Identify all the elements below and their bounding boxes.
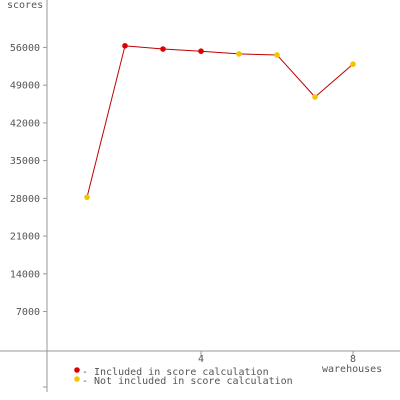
data-point (160, 46, 166, 52)
y-tick-label: 14000 (10, 269, 40, 280)
legend-dash: - (82, 367, 88, 378)
x-axis-label: warehouses (322, 364, 382, 375)
y-tick-label: 35000 (10, 156, 40, 167)
legend-label: Not included in score calculation (94, 376, 293, 387)
line-segment (314, 63, 354, 98)
legend-dash: - (82, 376, 88, 387)
legend-marker (74, 367, 80, 373)
legend-marker (74, 376, 80, 382)
x-tick-label: 4 (198, 354, 204, 365)
line-segment (200, 50, 240, 55)
y-tick-label: 49000 (10, 81, 40, 92)
legend-label: Included in score calculation (94, 367, 269, 378)
y-tick-label: 56000 (10, 43, 40, 54)
line-segment (276, 54, 316, 98)
data-point (312, 94, 318, 100)
data-point (84, 194, 90, 201)
x-tick-label: 8 (350, 354, 356, 365)
data-point (236, 51, 242, 57)
y-axis-label: scores (7, 0, 43, 11)
data-point (274, 52, 280, 58)
y-tick-label: 7000 (16, 307, 40, 318)
data-point (350, 61, 356, 67)
y-tick-label: 42000 (10, 118, 40, 129)
line-segment (238, 53, 278, 56)
line-segment (86, 45, 126, 198)
line-segment (162, 48, 202, 52)
data-point (122, 43, 128, 49)
data-point (198, 48, 204, 55)
y-tick-label: 21000 (10, 232, 40, 243)
line-segment (124, 45, 164, 50)
y-tick-label: 28000 (10, 194, 40, 205)
